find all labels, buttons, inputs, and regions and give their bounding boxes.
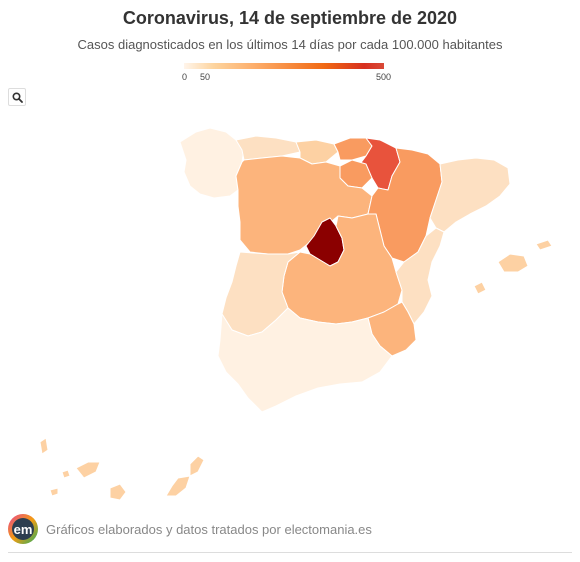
footer-credit: Gráficos elaborados y datos tratados por…	[46, 522, 372, 537]
region-canarias-fuerteventura[interactable]	[165, 475, 191, 497]
region-canarias-el-hierro[interactable]	[49, 487, 59, 497]
region-canarias-la-palma[interactable]	[39, 437, 49, 455]
chart-subtitle: Casos diagnosticados en los últimos 14 d…	[77, 37, 503, 52]
search-icon	[12, 92, 23, 103]
region-baleares-ibiza[interactable]	[473, 281, 487, 295]
region-murcia[interactable]	[367, 301, 417, 357]
region-canarias-tenerife[interactable]	[75, 461, 101, 479]
region-asturias[interactable]	[235, 135, 301, 161]
region-cataluna[interactable]	[429, 157, 511, 233]
zoom-button[interactable]	[8, 88, 26, 106]
region-baleares-mallorca[interactable]	[497, 253, 529, 273]
legend-tick-50: 50	[200, 72, 211, 82]
legend-tick-500: 500	[376, 72, 392, 82]
region-baleares-menorca[interactable]	[535, 239, 553, 251]
region-canarias-gran-canaria[interactable]	[109, 483, 127, 501]
legend-gradient-bar	[184, 63, 384, 69]
color-legend: 0 50 500	[182, 60, 391, 84]
region-galicia[interactable]	[179, 127, 245, 199]
region-canarias-lanzarote[interactable]	[189, 455, 205, 477]
footer: em Gráficos elaborados y datos tratados …	[8, 514, 572, 554]
region-andalucia[interactable]	[217, 307, 393, 413]
footer-divider	[8, 552, 572, 553]
region-canarias-gomera[interactable]	[61, 469, 71, 479]
svg-text:em: em	[14, 522, 33, 537]
chart-title: Coronavirus, 14 de septiembre de 2020	[122, 8, 458, 28]
legend-tick-0: 0	[182, 72, 188, 82]
electomania-logo: em	[8, 514, 38, 544]
